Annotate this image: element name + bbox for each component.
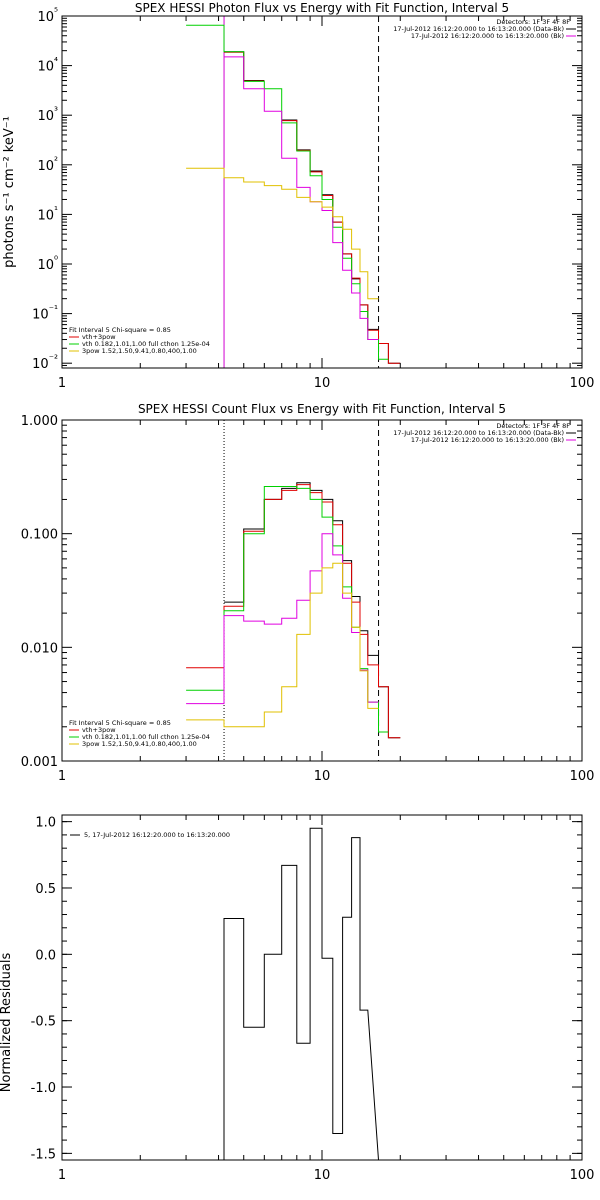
chart-title: SPEX HESSI Count Flux vs Energy with Fit… — [138, 402, 506, 416]
fit-legend-text: 3pow 1.52,1.50,9.41,0.80,400,1.00 — [82, 347, 197, 355]
series-line-3 — [186, 24, 389, 360]
y-tick-label: 10⁰ — [37, 255, 58, 273]
chart-title: SPEX HESSI Photon Flux vs Energy with Fi… — [135, 1, 509, 15]
y-tick-label: 10² — [37, 156, 58, 174]
time-interval-text: 17-Jul-2012 16:12:20.000 to 16:13:20.000… — [411, 32, 564, 40]
y-axis-label: photons s⁻¹ cm⁻² keV⁻¹ — [2, 116, 17, 268]
plot-area — [186, 16, 401, 368]
y-tick-label: 1.000 — [21, 414, 58, 429]
x-tick-label: 1 — [58, 769, 66, 784]
y-tick-label: -1.0 — [31, 1081, 56, 1096]
chart-panel-1: SPEX HESSI Photon Flux vs Energy with Fi… — [2, 1, 594, 391]
fit-legend-text: vth+3pow — [82, 726, 116, 734]
legend-text: 5, 17-Jul-2012 16:12:20.000 to 16:13:20.… — [84, 831, 230, 839]
y-tick-label: 1.0 — [35, 816, 56, 831]
series-line-1 — [224, 51, 401, 364]
fit-legend-text: vth+3pow — [82, 333, 116, 341]
y-tick-label: 10⁻¹ — [32, 305, 58, 323]
y-tick-label: 0.001 — [21, 755, 58, 770]
x-tick-label: 1 — [58, 376, 66, 391]
series-line-2 — [186, 484, 401, 739]
y-tick-label: 10¹ — [37, 205, 58, 223]
fit-legend-text: vth 0.182,1.01,1.00 full cthon 1.25e-04 — [82, 340, 210, 348]
time-interval-text: 17-Jul-2012 16:12:20.000 to 16:13:20.000… — [411, 436, 564, 444]
y-tick-label: 10³ — [37, 106, 58, 124]
series-line-3 — [186, 486, 389, 733]
y-tick-label: 10⁻² — [32, 354, 58, 372]
chart-panel-2: SPEX HESSI Count Flux vs Energy with Fit… — [21, 402, 595, 784]
plot-area — [186, 420, 401, 761]
series-line-2 — [224, 51, 401, 364]
y-tick-label: -1.5 — [31, 1147, 56, 1162]
x-tick-label: 10 — [314, 1168, 331, 1183]
x-tick-label: 1 — [58, 1168, 66, 1183]
x-tick-label: 100 — [570, 769, 595, 784]
series-line-4 — [186, 533, 379, 705]
x-tick-label: 10 — [314, 376, 331, 391]
detectors-text: Detectors: 1F 3F 4F 8F — [496, 422, 570, 430]
y-tick-label: 0.100 — [21, 528, 58, 543]
y-tick-label: 10⁴ — [37, 57, 58, 75]
x-tick-label: 100 — [570, 1168, 595, 1183]
chart-panel-3: 1 10 100 -1.5 -1.0 -0.5 0.0 0.5 1.0 5, 17-Jul-201… — [0, 814, 595, 1183]
y-axis-label: Normalized Residuals — [0, 953, 14, 1093]
time-interval-text: 17-Jul-2012 16:12:20.000 to 16:13:20.000… — [393, 25, 564, 33]
fit-legend-text: vth 0.182,1.01,1.00 full cthon 1.25e-04 — [82, 733, 210, 741]
y-tick-label: 0.0 — [35, 948, 56, 963]
series-line-1 — [224, 482, 401, 739]
fit-info-text: Fit Interval 5 Chi-square = 0.85 — [69, 326, 171, 334]
x-tick-label: 10 — [314, 769, 331, 784]
series-line-4 — [224, 56, 379, 340]
y-tick-label: 0.010 — [21, 641, 58, 656]
y-tick-label: -0.5 — [31, 1015, 56, 1030]
residual-line — [223, 827, 379, 1161]
fit-legend-text: 3pow 1.52,1.50,9.41,0.80,400,1.00 — [82, 740, 197, 748]
series-line-5 — [186, 167, 379, 300]
fit-info-text: Fit Interval 5 Chi-square = 0.85 — [69, 719, 171, 727]
y-tick-label: 0.5 — [35, 882, 56, 897]
time-interval-text: 17-Jul-2012 16:12:20.000 to 16:13:20.000… — [393, 429, 564, 437]
series-line-5 — [186, 562, 379, 728]
x-tick-label: 100 — [570, 376, 595, 391]
y-tick-label: 10⁵ — [37, 7, 58, 25]
detectors-text: Detectors: 1F 3F 4F 8F — [496, 18, 570, 26]
